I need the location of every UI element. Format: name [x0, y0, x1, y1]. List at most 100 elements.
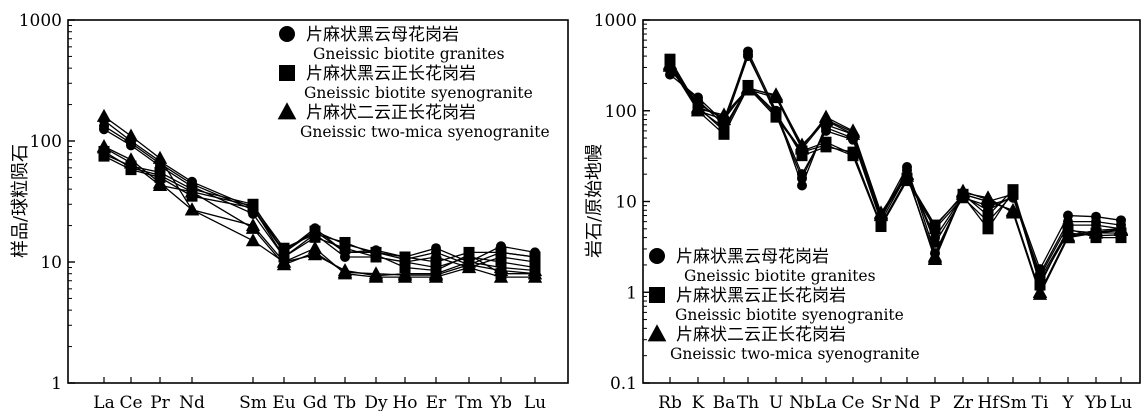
data-point-triangle: [245, 220, 261, 234]
x-tick-label: Er: [426, 393, 447, 411]
x-tick-label: Ce: [119, 393, 142, 411]
legend-marker-circle: [279, 26, 295, 42]
x-tick-label: Ti: [1032, 393, 1049, 411]
data-point-square: [847, 148, 859, 160]
data-point-square: [309, 228, 321, 240]
y-tick-label: 100: [30, 132, 62, 152]
data-point-square: [718, 128, 730, 140]
chart-spider-diagram: 0.1 1 10 100 1000 岩石/原始地幔 Rb K Ba Th U Nb La Ce Sr Nd P Z…: [584, 11, 1141, 411]
y-tick-label: 1: [626, 283, 637, 303]
data-point-triangle: [927, 250, 943, 264]
data-point-square: [339, 242, 351, 254]
data-point-triangle: [123, 155, 139, 169]
data-point-square: [820, 136, 832, 148]
x-tick-label: Hf: [977, 393, 1000, 411]
data-point-triangle: [96, 108, 112, 122]
data-point-triangle: [955, 183, 971, 197]
x-tick-label: La: [93, 393, 114, 411]
x-tick-label: Ba: [713, 393, 736, 411]
legend-label-cn: 片麻状黑云母花岗岩: [676, 247, 829, 267]
x-tick-label: Zr: [953, 393, 974, 411]
y-tick-label: 100: [605, 102, 637, 122]
legend-label-cn: 片麻状黑云正长花岗岩: [306, 64, 476, 84]
y-tick-label: 1000: [19, 11, 62, 31]
legend-label-en: Gneissic biotite syenogranite: [675, 306, 904, 324]
legend-label-en: Gneissic two-mica syenogranite: [300, 123, 550, 141]
x-tick-label: Eu: [272, 393, 295, 411]
y-axis-label: 岩石/原始地幔: [584, 144, 605, 258]
data-point-triangle: [1060, 229, 1076, 243]
data-point-square: [982, 223, 994, 235]
x-tick-label: Pr: [150, 393, 170, 411]
legend-label-en: Gneissic biotite syenogranite: [304, 84, 533, 102]
legend-marker-square: [279, 65, 295, 81]
data-point-triangle: [899, 166, 915, 180]
legend-label-en: Gneissic biotite granites: [684, 267, 876, 285]
series-line: [103, 128, 536, 269]
data-point-square: [875, 219, 887, 231]
data-point-circle: [743, 51, 753, 62]
x-tick-label: Rb: [658, 393, 682, 411]
data-point-square: [370, 249, 382, 261]
data-point-triangle: [527, 266, 543, 280]
data-point-square: [1007, 184, 1019, 196]
legend-marker-triangle: [277, 102, 297, 120]
data-point-square: [278, 242, 290, 254]
data-point-triangle: [1032, 284, 1048, 298]
x-tick-label: Yb: [489, 393, 512, 411]
series-line: [103, 125, 536, 266]
x-tick-label: Dy: [364, 393, 388, 411]
data-point-square: [399, 256, 411, 268]
data-point-triangle: [152, 150, 168, 164]
data-point-square: [247, 200, 259, 212]
data-point-triangle: [716, 112, 732, 126]
x-tick-label: Yb: [1084, 393, 1107, 411]
data-point-triangle: [493, 263, 509, 277]
data-point-square: [770, 109, 782, 121]
data-point-circle: [431, 247, 441, 258]
data-point-triangle: [96, 140, 112, 154]
legend-marker-circle: [649, 248, 665, 264]
x-tick-label: Lu: [1110, 393, 1132, 411]
data-point-circle: [821, 125, 831, 136]
legend-label-cn: 片麻状二云正长花岗岩: [306, 103, 476, 123]
data-point-triangle: [461, 257, 477, 271]
x-tick-label: Ho: [392, 393, 417, 411]
data-point-triangle: [1005, 203, 1021, 217]
y-axis-label: 样品/球粒陨石: [10, 144, 31, 258]
data-point-triangle: [276, 257, 292, 271]
data-point-triangle: [794, 137, 810, 151]
x-tick-label: P: [929, 393, 940, 411]
data-point-square: [339, 236, 351, 248]
plot-frame: [67, 19, 569, 384]
data-point-triangle: [428, 267, 444, 281]
y-tick-label: 10: [615, 193, 637, 213]
x-tick-label: Y: [1061, 393, 1074, 411]
data-point-square: [982, 216, 994, 228]
data-point-triangle: [662, 58, 678, 72]
data-point-triangle: [152, 177, 168, 191]
data-point-triangle: [1113, 222, 1129, 236]
x-tick-label: La: [815, 393, 836, 411]
data-point-triangle: [368, 266, 384, 280]
x-tick-label: Th: [737, 393, 759, 411]
legend-label-cn: 片麻状黑云正长花岗岩: [676, 286, 846, 306]
data-point-square: [529, 251, 541, 263]
legend-marker-square: [649, 287, 665, 303]
legend-label-en: Gneissic two-mica syenogranite: [670, 345, 920, 363]
legend-label-en: Gneissic biotite granites: [313, 45, 505, 63]
data-point-triangle: [873, 206, 889, 220]
data-point-square: [929, 221, 941, 233]
x-tick-label: Sm: [999, 393, 1027, 411]
y-tick-label: 1000: [594, 11, 637, 31]
data-point-triangle: [845, 126, 861, 140]
x-tick-label: Lu: [524, 393, 546, 411]
y-tick-label: 0.1: [610, 374, 637, 394]
x-tick-label: Sm: [239, 393, 267, 411]
x-tick-label: Nd: [179, 393, 205, 411]
chart-ree-pattern: 1 10 100 1000 样品/球粒陨石 La Ce Pr Nd Sm Eu Gd Tb Dy Ho Er T…: [10, 11, 569, 411]
data-point-square: [982, 210, 994, 222]
